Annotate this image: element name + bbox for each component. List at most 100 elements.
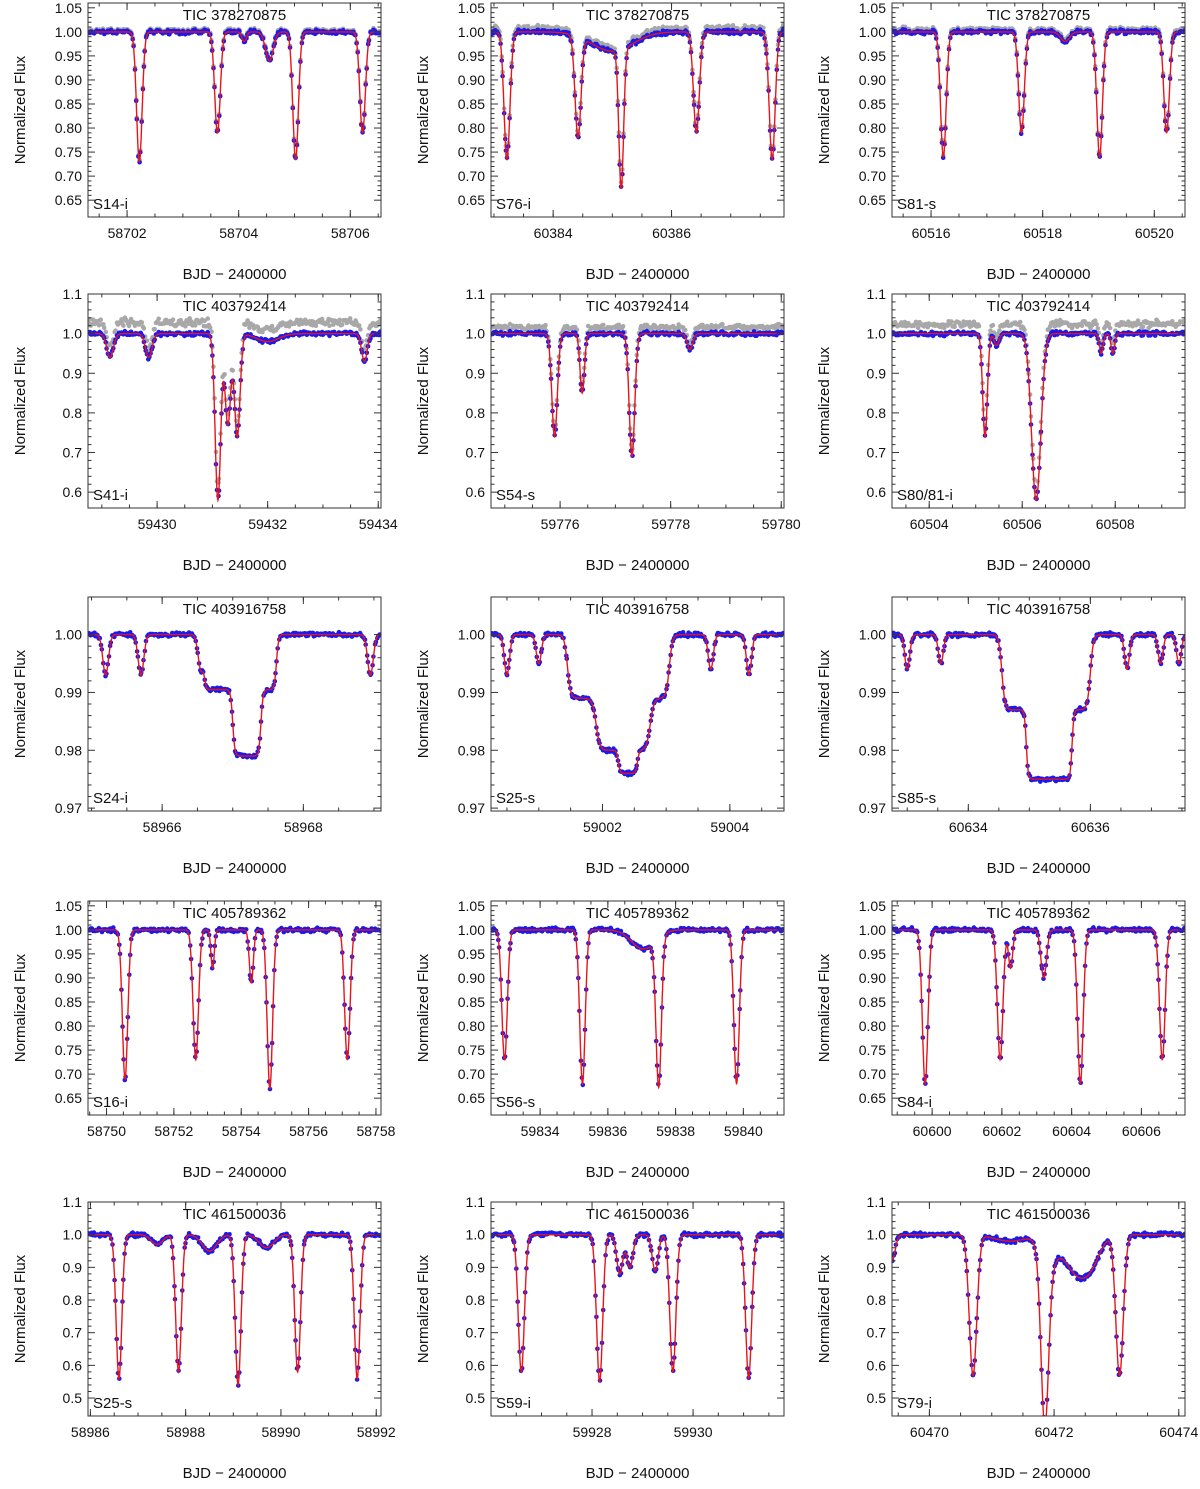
y-tick-label: 0.65: [859, 192, 886, 208]
x-tick-label: 60508: [1096, 516, 1135, 532]
plot-area: [892, 630, 1185, 784]
y-tick-label: 1.0: [63, 326, 83, 342]
data-point: [940, 155, 946, 160]
x-tick-label: 60504: [910, 516, 949, 532]
model-curve: [88, 332, 381, 503]
y-tick-label: 0.90: [55, 72, 82, 88]
raw-data-point: [915, 325, 921, 331]
x-axis-label: BJD − 2400000: [586, 860, 690, 877]
x-tick-label: 60518: [1023, 225, 1062, 241]
raw-data-point: [347, 316, 353, 321]
y-axis-label: Normalized Flux: [816, 346, 833, 455]
panel-3: 0.65 0.70 0.75 0.80 0.85 0.90 0.95 1.00 1.05 6051…: [816, 0, 1186, 283]
x-tick-label: 59002: [583, 819, 622, 835]
panel-5: 0.6 0.7 0.8 0.9 1.0 1.1 59776 59778 59780 TIC 403…: [415, 286, 801, 574]
raw-data-point: [976, 323, 982, 329]
x-tick-label: 59780: [762, 516, 801, 532]
x-tick-label: 58706: [331, 225, 370, 241]
plot-area: [88, 925, 381, 1092]
y-tick-label: 0.75: [55, 144, 82, 160]
x-tick-label: 58968: [284, 819, 323, 835]
x-axis-label: BJD − 2400000: [987, 266, 1091, 283]
raw-data-point: [365, 332, 371, 338]
y-tick-label: 1.05: [55, 0, 82, 16]
y-tick-label: 0.7: [63, 445, 83, 461]
data-point: [226, 688, 232, 693]
raw-data-point: [139, 320, 145, 325]
panel-4: 0.6 0.7 0.8 0.9 1.0 1.1 59430 59432 59434 TIC 403…: [12, 286, 398, 574]
raw-data-point: [222, 372, 227, 377]
y-tick-label: 0.8: [466, 405, 486, 421]
x-tick-label: 59004: [710, 819, 749, 835]
y-tick-label: 0.6: [63, 484, 83, 500]
model-curve: [88, 31, 381, 164]
raw-data-point: [358, 327, 363, 332]
plot-frame: [490, 293, 785, 509]
y-tick-label: 0.95: [458, 48, 485, 64]
data-point: [1152, 333, 1158, 338]
panel-10: 0.650.700.750.800.850.900.951.001.055875…: [12, 898, 396, 1181]
raw-data-point: [1017, 319, 1023, 325]
raw-data-point: [101, 325, 107, 331]
y-tick-label: 0.97: [458, 800, 485, 816]
raw-data-point: [1095, 326, 1101, 331]
y-tick-label: 1.1: [466, 286, 486, 302]
raw-data-point: [377, 318, 381, 324]
x-axis-label: BJD − 2400000: [183, 860, 287, 877]
y-tick-label: 0.9: [466, 365, 486, 381]
y-tick-label: 0.80: [859, 120, 886, 136]
y-tick-label: 0.6: [867, 484, 887, 500]
y-tick-label: 0.85: [458, 96, 485, 112]
sector-label: S24-i: [93, 790, 128, 807]
plot-frame: [891, 293, 1186, 509]
raw-data-point: [121, 323, 126, 328]
x-tick-label: 59432: [248, 516, 287, 532]
y-tick-label: 1.0: [867, 326, 887, 342]
y-tick-label: 0.99: [859, 684, 886, 700]
plot-area: [491, 630, 784, 778]
model-curve: [892, 332, 1185, 502]
sector-label: S54-s: [496, 487, 535, 504]
raw-data-point: [1094, 321, 1099, 327]
model-curve: [88, 633, 381, 757]
y-axis-label: Normalized Flux: [12, 55, 29, 164]
raw-data-point: [720, 321, 725, 327]
panel-6: 0.6 0.7 0.8 0.9 1.0 1.1 60504 60506 60508 TIC 403…: [816, 286, 1186, 574]
y-tick-label: 1.0: [466, 326, 486, 342]
plot-frame: [490, 2, 785, 218]
raw-data-point: [1140, 324, 1146, 330]
panel-title: TIC 378270875: [987, 7, 1090, 24]
y-tick-label: 0.70: [859, 168, 886, 184]
raw-data-point: [269, 323, 275, 329]
y-tick-label: 0.90: [859, 72, 886, 88]
y-axis-label: Normalized Flux: [415, 55, 432, 164]
raw-data-point: [193, 323, 198, 328]
raw-data-point: [126, 323, 132, 329]
raw-data-point: [156, 316, 161, 322]
raw-data-point: [620, 324, 626, 329]
y-tick-label: 0.95: [859, 48, 886, 64]
y-tick-label: 1.05: [859, 0, 886, 16]
raw-data-point: [178, 318, 183, 323]
raw-data-point: [339, 322, 345, 328]
y-tick-label: 0.9: [867, 365, 887, 381]
y-tick-label: 0.98: [859, 742, 886, 758]
y-tick-label: 0.7: [867, 445, 887, 461]
x-tick-label: 59778: [651, 516, 690, 532]
plot-frame: [87, 2, 382, 218]
y-tick-label: 0.90: [458, 72, 485, 88]
y-tick-label: 0.65: [55, 192, 82, 208]
raw-data-point: [725, 23, 731, 28]
x-tick-label: 60634: [949, 819, 988, 835]
plot-frame: [490, 596, 785, 812]
panel-1: 0.65 0.70 0.75 0.80 0.85 0.90 0.95 1.00 1.05 5870…: [12, 0, 382, 283]
x-tick-label: 59776: [541, 516, 580, 532]
panel-8: 0.97 0.98 0.99 1.00 59002 59004 TIC 403916758 S…: [415, 596, 785, 877]
x-axis-label: BJD − 2400000: [586, 557, 690, 574]
raw-data-point: [780, 22, 784, 28]
raw-data-point: [1005, 319, 1010, 325]
x-tick-label: 59430: [138, 516, 177, 532]
raw-data-point: [1107, 325, 1113, 331]
data-point: [780, 27, 784, 32]
